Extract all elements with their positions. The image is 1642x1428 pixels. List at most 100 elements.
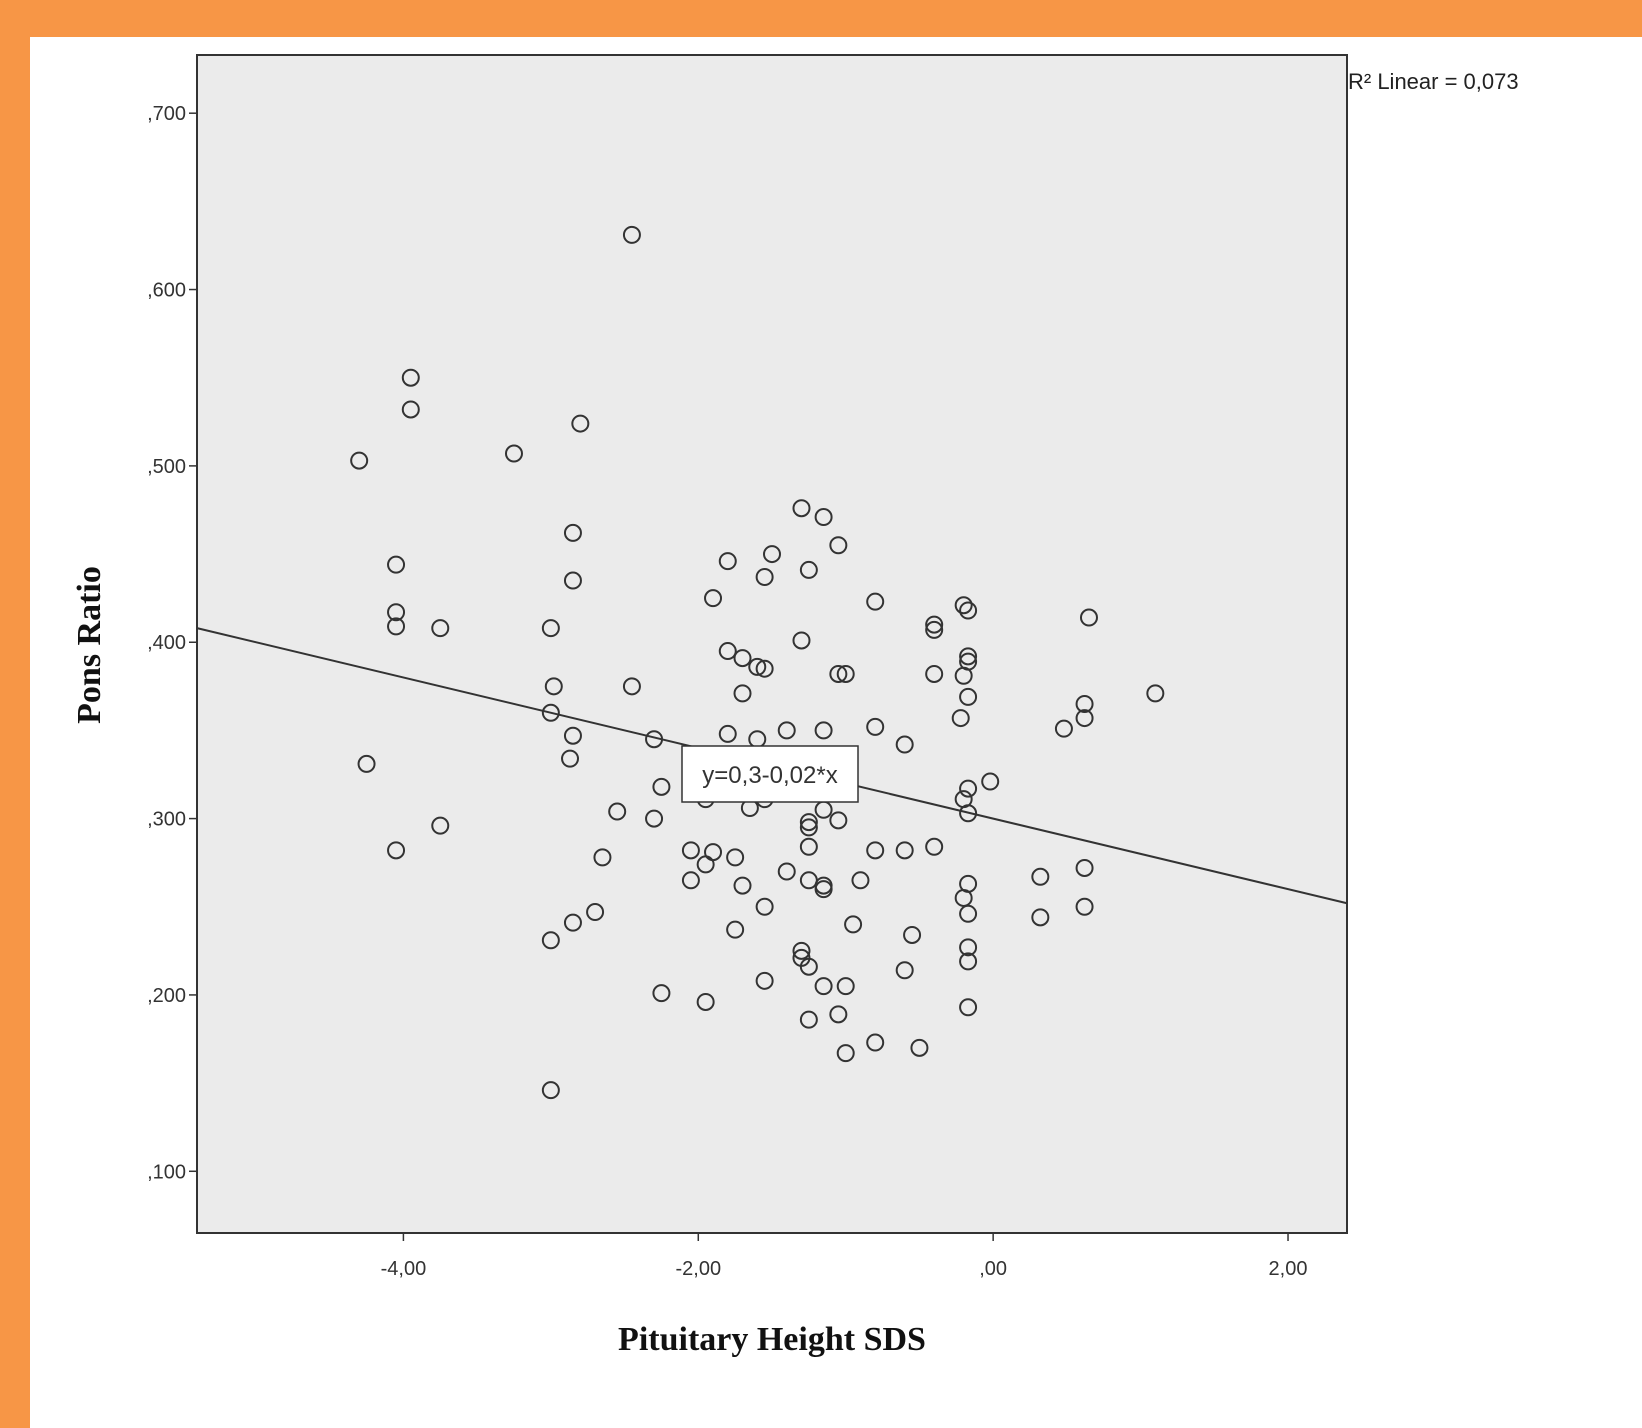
data-point <box>755 897 774 916</box>
data-point <box>866 1033 885 1052</box>
data-point <box>1075 858 1094 877</box>
x-tick-label: 2,00 <box>1269 1258 1308 1280</box>
data-point <box>951 709 970 728</box>
data-point <box>387 841 406 860</box>
data-point <box>814 721 833 740</box>
data-point <box>959 687 978 706</box>
data-point <box>726 920 745 939</box>
data-point <box>814 508 833 527</box>
data-point <box>1031 867 1050 886</box>
scatter-chart: ,100 ,200 ,300 ,400 ,500 ,600 ,700 -4,00 -2,00,… <box>71 54 1519 1358</box>
data-point <box>895 735 914 754</box>
r-squared-label: R² Linear = 0,073 <box>1348 69 1519 94</box>
data-point <box>563 571 582 590</box>
data-point <box>959 779 978 798</box>
data-point <box>733 684 752 703</box>
data-point <box>652 984 671 1003</box>
data-point <box>1054 719 1073 738</box>
data-point <box>777 862 796 881</box>
data-point <box>571 414 590 433</box>
data-point <box>681 841 700 860</box>
data-points <box>350 225 1165 1100</box>
data-point <box>799 560 818 579</box>
data-point <box>959 952 978 971</box>
data-point <box>718 724 737 743</box>
data-point <box>586 903 605 922</box>
data-point <box>814 977 833 996</box>
data-point <box>866 841 885 860</box>
y-tick-label: ,700 <box>147 103 186 125</box>
chart-frame: ,100 ,200 ,300 ,400 ,500 ,600 ,700 -4,00 -2,00,… <box>30 37 1642 1428</box>
data-point <box>541 703 560 722</box>
y-tick-label: ,500 <box>147 456 186 478</box>
data-point <box>726 848 745 867</box>
data-point <box>959 938 978 957</box>
data-point <box>959 647 978 666</box>
data-point <box>925 615 944 634</box>
equation-box <box>681 745 859 803</box>
data-point <box>504 444 523 463</box>
data-point <box>959 601 978 620</box>
data-point <box>755 567 774 586</box>
data-point <box>563 523 582 542</box>
data-point <box>431 816 450 835</box>
data-point <box>1075 694 1094 713</box>
data-point <box>718 552 737 571</box>
data-point <box>799 813 818 832</box>
data-point <box>541 1081 560 1100</box>
data-point <box>829 1005 848 1024</box>
data-point <box>622 677 641 696</box>
data-point <box>704 589 723 608</box>
data-point <box>925 664 944 683</box>
x-tick-label: ,00 <box>979 1258 1007 1280</box>
data-point <box>836 664 855 683</box>
x-tick-label: -2,00 <box>675 1258 721 1280</box>
data-point <box>959 904 978 923</box>
data-point <box>954 888 973 907</box>
data-point <box>696 992 715 1011</box>
data-point <box>622 225 641 244</box>
y-tick-label: ,200 <box>147 985 186 1007</box>
data-point <box>561 749 580 768</box>
data-point <box>866 717 885 736</box>
data-point <box>792 941 811 960</box>
equation-label: y=0,3-0,02*x <box>681 745 859 803</box>
data-point <box>814 880 833 899</box>
data-point <box>563 913 582 932</box>
y-tick-label: ,400 <box>147 632 186 654</box>
data-point <box>593 848 612 867</box>
data-point <box>829 664 848 683</box>
data-point <box>829 536 848 555</box>
data-point <box>851 871 870 890</box>
data-point <box>563 726 582 745</box>
data-point <box>799 1010 818 1029</box>
x-axis-title: Pituitary Height SDS <box>618 1321 926 1358</box>
data-point <box>608 802 627 821</box>
data-point <box>1075 709 1094 728</box>
data-point <box>866 592 885 611</box>
data-point <box>959 804 978 823</box>
data-point <box>1075 897 1094 916</box>
data-point <box>357 754 376 773</box>
data-point <box>541 619 560 638</box>
data-point <box>1146 684 1165 703</box>
data-point <box>544 677 563 696</box>
data-point <box>387 603 406 622</box>
data-point <box>1031 908 1050 927</box>
data-point <box>799 837 818 856</box>
equation-text: y=0,3-0,02*x <box>702 762 837 789</box>
data-point <box>925 837 944 856</box>
data-point <box>799 957 818 976</box>
y-axis: ,100 ,200 ,300 ,400 ,500 ,600 ,700 <box>147 103 197 1183</box>
data-point <box>748 657 767 676</box>
data-point <box>733 876 752 895</box>
data-point <box>401 368 420 387</box>
data-point <box>681 871 700 890</box>
data-point <box>652 777 671 796</box>
data-point <box>777 721 796 740</box>
data-point <box>799 818 818 837</box>
y-tick-label: ,600 <box>147 280 186 302</box>
data-point <box>959 998 978 1017</box>
data-point <box>981 772 1000 791</box>
data-point <box>792 499 811 518</box>
